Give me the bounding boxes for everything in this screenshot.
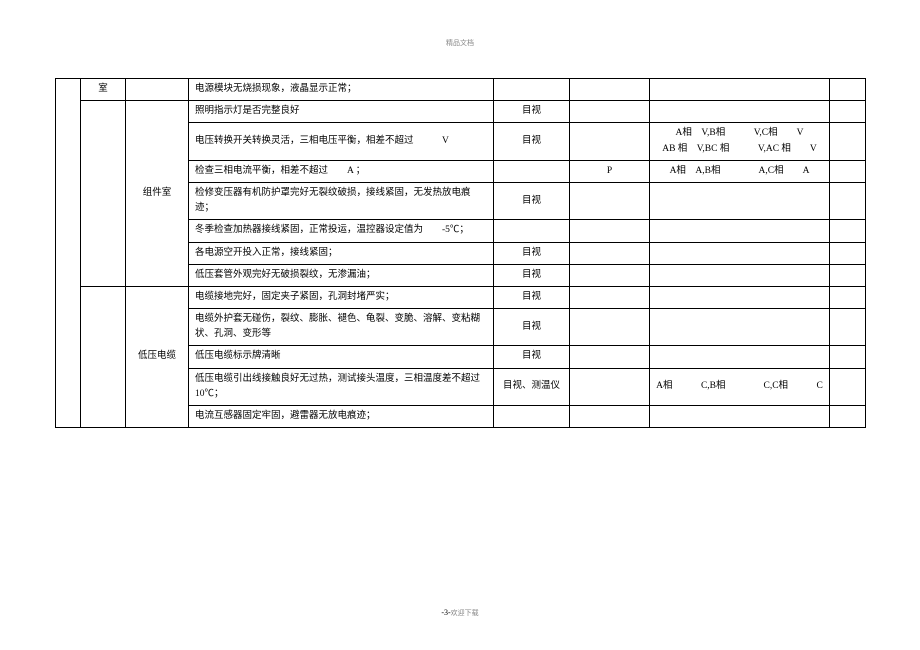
desc-cell: 电缆接地完好，固定夹子紧固，孔洞封堵严实；	[189, 286, 494, 308]
val1-cell	[570, 242, 650, 264]
val3-cell	[830, 346, 866, 368]
val2-cell	[650, 242, 830, 264]
val3-cell	[830, 368, 866, 405]
val3-cell	[830, 220, 866, 242]
val1-cell	[570, 309, 650, 346]
desc-cell: 冬季检查加热器接线紧固，正常投运，温控器设定值为 -5℃；	[189, 220, 494, 242]
val2-cell	[650, 182, 830, 219]
val3-cell	[830, 286, 866, 308]
val3-cell	[830, 242, 866, 264]
desc-cell: 照明指示灯是否完整良好	[189, 101, 494, 123]
val1-cell	[570, 346, 650, 368]
val3-cell	[830, 309, 866, 346]
desc-cell: 低压套管外观完好无破损裂纹，无渗漏油；	[189, 264, 494, 286]
method-cell: 目视	[494, 242, 570, 264]
val1-cell	[570, 101, 650, 123]
method-cell: 目视	[494, 123, 570, 160]
col-blank	[56, 79, 81, 428]
cat3-cell: 组件室	[126, 101, 189, 287]
val2-cell	[650, 286, 830, 308]
desc-cell: 低压电缆引出线接触良好无过热，测试接头温度，三相温度差不超过10℃；	[189, 368, 494, 405]
method-cell	[494, 160, 570, 182]
desc-cell: 各电源空开投入正常，接线紧固；	[189, 242, 494, 264]
val1-cell	[570, 79, 650, 101]
val2-cell	[650, 346, 830, 368]
val3-cell	[830, 79, 866, 101]
val1-cell	[570, 220, 650, 242]
desc-cell: 低压电缆标示牌清晰	[189, 346, 494, 368]
method-cell: 目视	[494, 182, 570, 219]
cat2-cell	[81, 101, 126, 287]
val1-cell	[570, 264, 650, 286]
val3-cell	[830, 101, 866, 123]
footer-suffix: 欢迎下载	[451, 609, 479, 617]
method-cell: 目视	[494, 101, 570, 123]
method-cell: 目视	[494, 309, 570, 346]
val2-cell: A相 A,B相 A,C相 A	[650, 160, 830, 182]
val1-cell	[570, 368, 650, 405]
val2-cell	[650, 406, 830, 428]
desc-cell: 电缆外护套无碰伤，裂纹、膨胀、褪色、龟裂、变脆、溶解、变粘糊状、孔洞、变形等	[189, 309, 494, 346]
cat2-cell	[81, 286, 126, 427]
cat3-cell	[126, 79, 189, 101]
val2-cell: A相 C,B相 C,C相 C	[650, 368, 830, 405]
val2-cell: A相 V,B相 V,C相 VAB 相 V,BC 相 V,AC 相 V	[650, 123, 830, 160]
desc-cell: 检修变压器有机防护罩完好无裂纹破损，接线紧固，无发热放电痕迹；	[189, 182, 494, 219]
val1-cell	[570, 406, 650, 428]
cat3-cell: 低压电缆	[126, 286, 189, 427]
val2-cell	[650, 220, 830, 242]
desc-cell: 检查三相电流平衡，相差不超过 A ；	[189, 160, 494, 182]
header-text: 精品文档	[446, 38, 474, 48]
val3-cell	[830, 264, 866, 286]
desc-cell: 电流互感器固定牢固，避雷器无放电痕迹；	[189, 406, 494, 428]
desc-cell: 电源模块无烧损现象，液晶显示正常；	[189, 79, 494, 101]
method-cell: 目视、测温仪	[494, 368, 570, 405]
method-cell: 目视	[494, 264, 570, 286]
inspection-table: 室 电源模块无烧损现象，液晶显示正常； 组件室 照明指示灯是否完整良好 目视 电…	[55, 78, 866, 428]
inspection-table-container: 室 电源模块无烧损现象，液晶显示正常； 组件室 照明指示灯是否完整良好 目视 电…	[55, 78, 865, 428]
val3-cell	[830, 123, 866, 160]
footer: -3-欢迎下载	[441, 608, 478, 618]
val3-cell	[830, 160, 866, 182]
method-cell: 目视	[494, 346, 570, 368]
val2-cell	[650, 79, 830, 101]
val1-cell	[570, 123, 650, 160]
val2-cell	[650, 264, 830, 286]
val3-cell	[830, 406, 866, 428]
method-cell: 目视	[494, 286, 570, 308]
method-cell	[494, 406, 570, 428]
method-cell	[494, 220, 570, 242]
val2-cell	[650, 101, 830, 123]
page-number: -3-	[441, 608, 450, 617]
val3-cell	[830, 182, 866, 219]
desc-cell: 电压转换开关转换灵活，三相电压平衡，相差不超过 V	[189, 123, 494, 160]
method-cell	[494, 79, 570, 101]
cat2-cell: 室	[81, 79, 126, 101]
val1-cell	[570, 182, 650, 219]
val1-cell	[570, 286, 650, 308]
val2-cell	[650, 309, 830, 346]
val1-cell: P	[570, 160, 650, 182]
